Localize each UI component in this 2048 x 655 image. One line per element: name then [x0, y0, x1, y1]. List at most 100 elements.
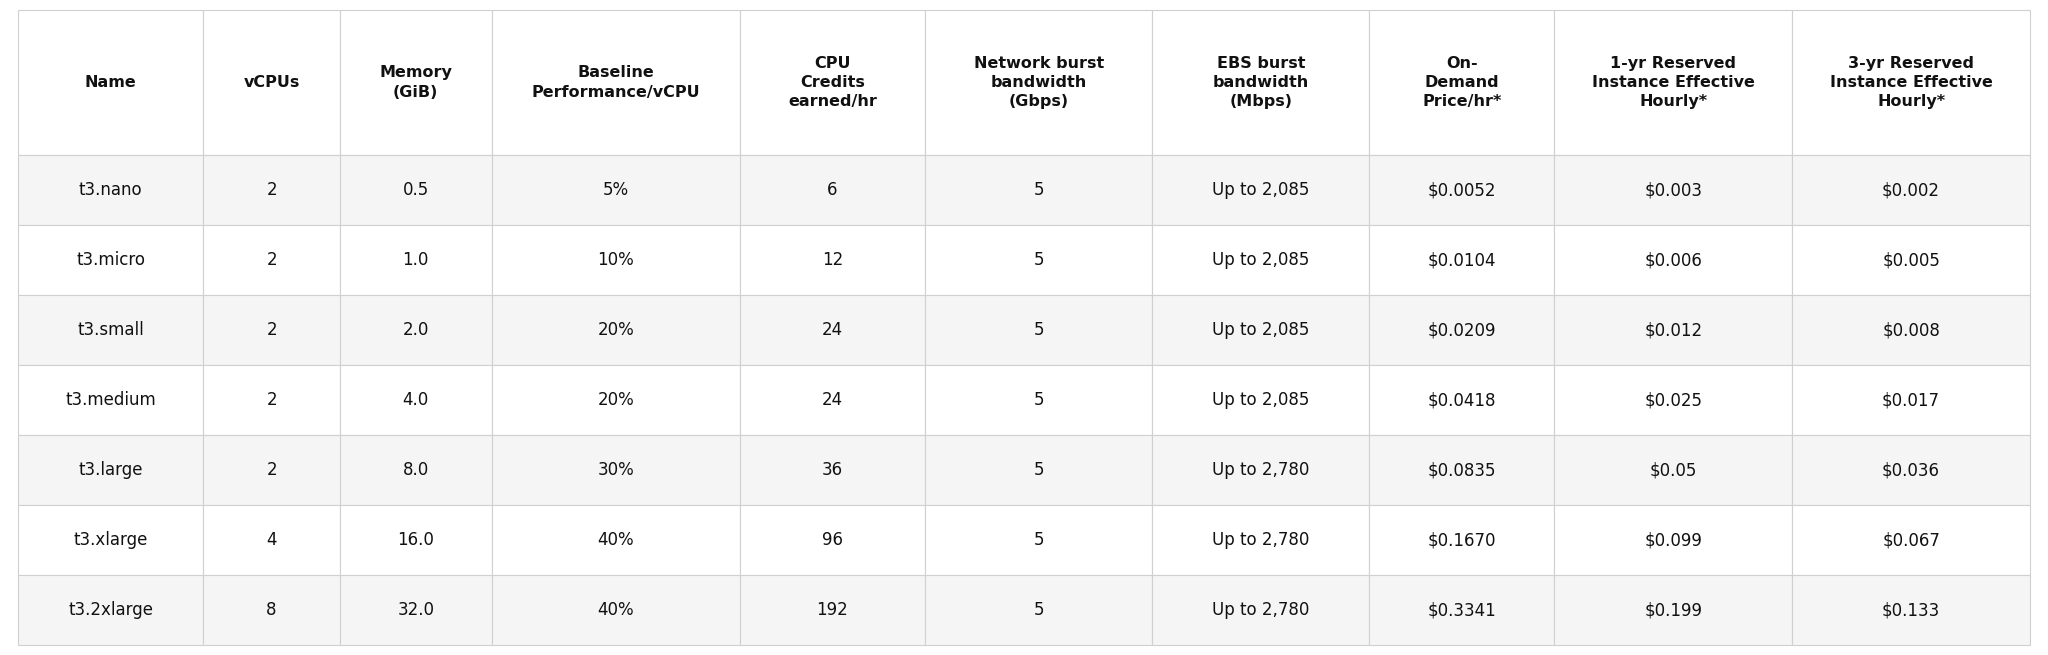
Text: 5: 5 — [1034, 531, 1044, 549]
Bar — [340, 435, 492, 505]
Text: 4: 4 — [266, 531, 276, 549]
Text: 32.0: 32.0 — [397, 601, 434, 619]
Text: 4.0: 4.0 — [403, 391, 428, 409]
Text: Name: Name — [84, 75, 137, 90]
Text: $0.067: $0.067 — [1882, 531, 1939, 549]
Bar — [1554, 575, 1792, 645]
Text: Up to 2,085: Up to 2,085 — [1212, 391, 1309, 409]
Text: $0.036: $0.036 — [1882, 461, 1939, 479]
Bar — [1153, 435, 1370, 505]
Text: $0.012: $0.012 — [1645, 321, 1702, 339]
Text: Up to 2,085: Up to 2,085 — [1212, 181, 1309, 199]
Bar — [492, 505, 739, 575]
Bar — [739, 505, 926, 575]
Bar — [1792, 225, 2030, 295]
Bar — [739, 575, 926, 645]
Text: $0.025: $0.025 — [1645, 391, 1702, 409]
Bar — [203, 295, 340, 365]
Text: 2.0: 2.0 — [403, 321, 428, 339]
Bar — [1792, 435, 2030, 505]
Text: 8.0: 8.0 — [403, 461, 428, 479]
Bar — [1792, 575, 2030, 645]
Text: $0.008: $0.008 — [1882, 321, 1939, 339]
Bar — [1554, 365, 1792, 435]
Bar — [926, 155, 1153, 225]
Bar — [1792, 10, 2030, 155]
Bar — [492, 10, 739, 155]
Bar — [1370, 505, 1554, 575]
Text: Up to 2,085: Up to 2,085 — [1212, 251, 1309, 269]
Bar — [926, 225, 1153, 295]
Text: vCPUs: vCPUs — [244, 75, 299, 90]
Bar — [1153, 365, 1370, 435]
Text: 5: 5 — [1034, 321, 1044, 339]
Bar — [739, 155, 926, 225]
Text: t3.xlarge: t3.xlarge — [74, 531, 147, 549]
Text: $0.0418: $0.0418 — [1427, 391, 1495, 409]
Text: Up to 2,085: Up to 2,085 — [1212, 321, 1309, 339]
Text: $0.005: $0.005 — [1882, 251, 1939, 269]
Text: 0.5: 0.5 — [403, 181, 428, 199]
Text: 10%: 10% — [598, 251, 635, 269]
Text: 12: 12 — [821, 251, 844, 269]
Bar — [1554, 10, 1792, 155]
Bar — [1554, 435, 1792, 505]
Bar — [492, 435, 739, 505]
Text: Memory
(GiB): Memory (GiB) — [379, 66, 453, 100]
Text: 2: 2 — [266, 181, 276, 199]
Text: $0.006: $0.006 — [1645, 251, 1702, 269]
Text: t3.2xlarge: t3.2xlarge — [68, 601, 154, 619]
Text: 8: 8 — [266, 601, 276, 619]
Bar — [1370, 575, 1554, 645]
Bar — [739, 295, 926, 365]
Text: $0.133: $0.133 — [1882, 601, 1939, 619]
Text: 40%: 40% — [598, 531, 635, 549]
Bar — [492, 155, 739, 225]
Bar — [739, 435, 926, 505]
Text: t3.small: t3.small — [78, 321, 143, 339]
Text: Up to 2,780: Up to 2,780 — [1212, 461, 1309, 479]
Bar — [492, 295, 739, 365]
Bar — [203, 10, 340, 155]
Text: 2: 2 — [266, 391, 276, 409]
Bar — [203, 365, 340, 435]
Bar — [926, 10, 1153, 155]
Bar — [1792, 295, 2030, 365]
Text: 2: 2 — [266, 321, 276, 339]
Text: 3-yr Reserved
Instance Effective
Hourly*: 3-yr Reserved Instance Effective Hourly* — [1829, 56, 1993, 109]
Text: $0.0052: $0.0052 — [1427, 181, 1495, 199]
Bar — [1554, 505, 1792, 575]
Bar — [1153, 225, 1370, 295]
Text: 5: 5 — [1034, 251, 1044, 269]
Bar — [926, 365, 1153, 435]
Text: $0.3341: $0.3341 — [1427, 601, 1497, 619]
Bar — [18, 505, 203, 575]
Text: $0.199: $0.199 — [1645, 601, 1702, 619]
Text: $0.003: $0.003 — [1645, 181, 1702, 199]
Bar — [1554, 225, 1792, 295]
Bar — [739, 225, 926, 295]
Text: EBS burst
bandwidth
(Mbps): EBS burst bandwidth (Mbps) — [1212, 56, 1309, 109]
Text: t3.medium: t3.medium — [66, 391, 156, 409]
Text: 5: 5 — [1034, 461, 1044, 479]
Text: 5%: 5% — [602, 181, 629, 199]
Text: 5: 5 — [1034, 391, 1044, 409]
Text: 192: 192 — [817, 601, 848, 619]
Text: 96: 96 — [821, 531, 844, 549]
Bar — [203, 155, 340, 225]
Bar — [1153, 10, 1370, 155]
Text: $0.0209: $0.0209 — [1427, 321, 1495, 339]
Text: 20%: 20% — [598, 321, 635, 339]
Bar — [1792, 505, 2030, 575]
Text: Up to 2,780: Up to 2,780 — [1212, 531, 1309, 549]
Bar — [1370, 435, 1554, 505]
Bar — [1792, 365, 2030, 435]
Text: $0.002: $0.002 — [1882, 181, 1939, 199]
Text: 6: 6 — [827, 181, 838, 199]
Bar — [739, 10, 926, 155]
Bar — [926, 575, 1153, 645]
Bar — [18, 435, 203, 505]
Bar — [1554, 155, 1792, 225]
Bar — [18, 225, 203, 295]
Text: 1.0: 1.0 — [403, 251, 428, 269]
